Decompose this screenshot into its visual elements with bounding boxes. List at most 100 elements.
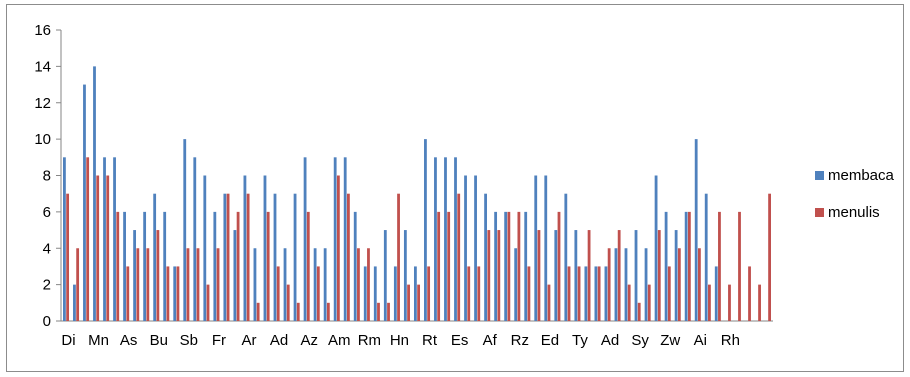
bar-membaca-33 — [393, 266, 397, 321]
bar-membaca-21 — [273, 193, 277, 321]
bar-menulis-7 — [136, 248, 140, 321]
bar-menulis-59 — [657, 230, 661, 321]
bar-membaca-56 — [624, 248, 628, 321]
bar-membaca-46 — [524, 211, 528, 321]
bar-menulis-18 — [246, 193, 250, 321]
y-tick-label: 8 — [43, 168, 51, 185]
bar-menulis-41 — [477, 266, 481, 321]
legend-label-menulis: menulis — [828, 203, 880, 221]
bar-menulis-52 — [587, 230, 591, 321]
x-tick-label: Fr — [212, 332, 226, 349]
bar-membaca-12 — [183, 139, 187, 321]
bar-menulis-45 — [517, 211, 521, 321]
bar-menulis-65 — [718, 211, 721, 321]
bar-menulis-34 — [407, 284, 410, 321]
bar-menulis-63 — [697, 248, 701, 321]
bar-membaca-29 — [353, 211, 357, 321]
bar-membaca-6 — [123, 211, 126, 321]
bar-membaca-2 — [83, 84, 86, 321]
bar-menulis-39 — [457, 193, 461, 321]
bar-menulis-21 — [276, 266, 280, 321]
bar-menulis-54 — [607, 248, 611, 321]
bar-menulis-1 — [76, 248, 80, 321]
y-tick-label: 10 — [34, 131, 51, 148]
bar-menulis-40 — [467, 266, 471, 321]
bar-membaca-42 — [484, 193, 487, 321]
bar-membaca-0 — [63, 157, 66, 321]
bar-menulis-36 — [427, 266, 431, 321]
bar-menulis-28 — [347, 193, 350, 321]
bar-menulis-44 — [507, 211, 511, 321]
legend-item-membaca: membaca — [815, 165, 894, 185]
y-tick-label: 0 — [43, 313, 51, 330]
bar-menulis-23 — [296, 302, 300, 321]
bar-membaca-57 — [634, 230, 638, 321]
bar-menulis-24 — [306, 211, 310, 321]
bar-menulis-15 — [216, 248, 220, 321]
bar-membaca-18 — [243, 175, 247, 321]
legend-swatch-membaca — [815, 170, 824, 180]
x-tick-label: Rz — [511, 332, 529, 349]
bar-menulis-5 — [116, 211, 120, 321]
bar-membaca-26 — [323, 248, 327, 321]
bar-membaca-50 — [564, 193, 568, 321]
bar-membaca-11 — [173, 266, 177, 321]
x-tick-label: Sb — [180, 332, 198, 349]
y-tick-label: 6 — [43, 204, 51, 221]
bar-menulis-37 — [437, 211, 441, 321]
bar-menulis-12 — [186, 248, 190, 321]
bar-membaca-51 — [574, 230, 578, 321]
bar-membaca-54 — [604, 266, 608, 321]
bar-membaca-5 — [113, 157, 116, 321]
bar-menulis-22 — [286, 284, 290, 321]
x-tick-label: Am — [328, 332, 351, 349]
bar-membaca-22 — [283, 248, 287, 321]
bar-membaca-63 — [694, 139, 698, 321]
bar-membaca-31 — [373, 266, 377, 321]
bar-menulis-64 — [708, 284, 711, 321]
bar-menulis-60 — [667, 266, 671, 321]
bar-menulis-6 — [126, 266, 130, 321]
bar-membaca-58 — [644, 248, 648, 321]
x-tick-label: Sy — [631, 332, 649, 349]
bar-membaca-19 — [253, 248, 257, 321]
bar-menulis-67 — [738, 211, 741, 321]
bar-membaca-39 — [454, 157, 457, 321]
bar-membaca-17 — [233, 230, 237, 321]
bar-membaca-25 — [313, 248, 317, 321]
bar-membaca-44 — [504, 211, 508, 321]
bar-membaca-20 — [263, 175, 267, 321]
legend-item-menulis: menulis — [815, 202, 894, 222]
legend-swatch-menulis — [815, 207, 824, 217]
legend-label-membaca: membaca — [828, 166, 894, 184]
bar-menulis-17 — [236, 211, 240, 321]
bar-membaca-64 — [704, 193, 708, 321]
bar-menulis-49 — [557, 211, 561, 321]
bar-menulis-43 — [497, 230, 501, 321]
bar-membaca-41 — [474, 175, 477, 321]
bar-membaca-3 — [93, 66, 96, 321]
bar-membaca-59 — [654, 175, 658, 321]
bar-membaca-34 — [403, 230, 407, 321]
bar-membaca-55 — [614, 248, 618, 321]
bar-menulis-58 — [647, 284, 651, 321]
x-tick-label: Af — [483, 332, 498, 349]
bar-membaca-13 — [193, 157, 197, 321]
bar-membaca-16 — [223, 193, 227, 321]
x-tick-label: Ad — [601, 332, 619, 349]
bar-menulis-66 — [728, 284, 731, 321]
bar-menulis-56 — [627, 284, 631, 321]
x-tick-label: Az — [300, 332, 318, 349]
bar-menulis-25 — [316, 266, 320, 321]
bar-chart: 0 2 4 6 8 10 12 14 16 Di Mn As Bu Sb Fr Ar Ad Az Am Rm Hn Rt E… — [34, 22, 773, 349]
bar-menulis-0 — [66, 193, 70, 321]
y-tick-label: 12 — [34, 95, 51, 112]
bar-menulis-26 — [326, 302, 330, 321]
y-tick-label: 2 — [43, 277, 51, 294]
bar-membaca-40 — [464, 175, 467, 321]
bar-menulis-9 — [156, 230, 160, 321]
bar-menulis-4 — [106, 175, 110, 321]
bar-menulis-55 — [617, 230, 621, 321]
bar-membaca-24 — [303, 157, 307, 321]
bar-membaca-8 — [143, 211, 147, 321]
